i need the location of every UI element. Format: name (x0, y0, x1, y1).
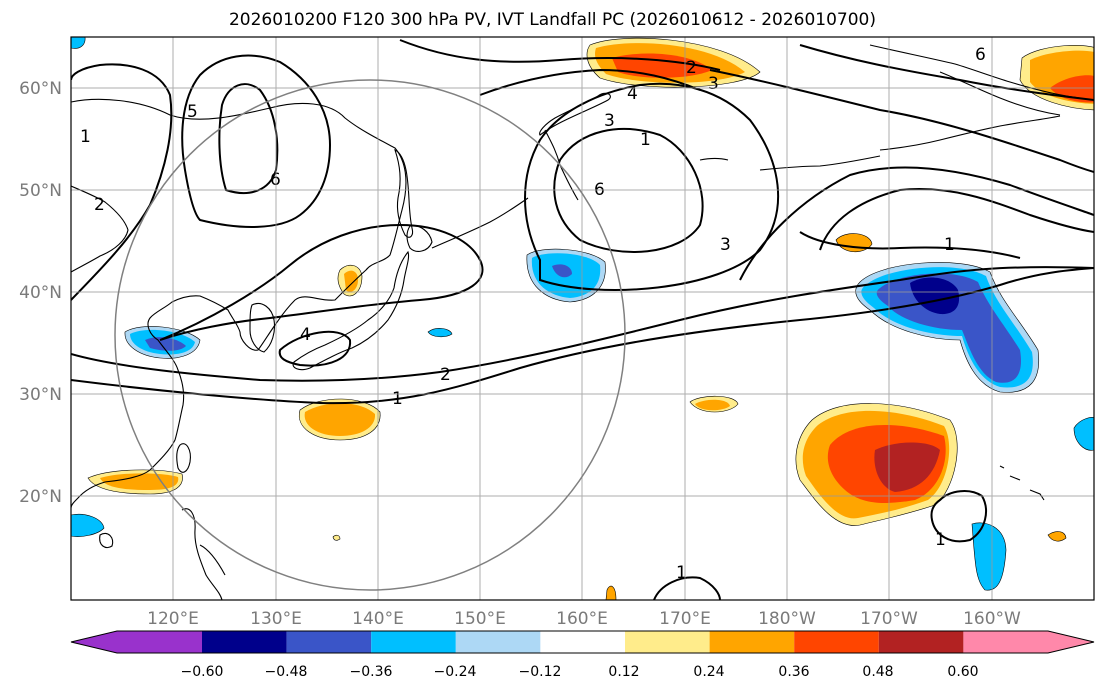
contour-label: 1 (676, 563, 687, 583)
contour-label: 2 (686, 58, 697, 78)
contour-label: 1 (640, 130, 651, 150)
colorbar-segment (794, 631, 879, 653)
coastlines (71, 44, 1094, 600)
contour-label: 1 (392, 389, 403, 409)
colorbar-tick-label: −0.48 (265, 664, 308, 680)
colorbar-tick-label: −0.60 (181, 664, 224, 680)
lon-axis-labels: 120°E 130°E 140°E 150°E 160°E 170°E 180°… (147, 609, 1021, 629)
lat-axis-labels: 60°N 50°N 40°N 30°N 20°N (19, 79, 62, 507)
colorbar-tick-label: 0.60 (947, 664, 978, 680)
range-circle (114, 79, 626, 591)
colorbar-tick-label: −0.36 (350, 664, 393, 680)
lon-tick-label: 160°E (556, 609, 608, 629)
colorbar-segment (625, 631, 710, 653)
contour-label: 1 (944, 235, 955, 255)
colorbar-segment (540, 631, 625, 653)
colorbar-extend-low (71, 631, 117, 653)
lon-tick-label: 150°E (454, 609, 506, 629)
colorbar-outline (70, 630, 1095, 654)
colorbar-segment (455, 631, 541, 653)
contour-label: 4 (627, 84, 638, 104)
colorbar-segment (878, 631, 964, 653)
contour-label: 2 (94, 195, 105, 215)
contour-label: 5 (187, 102, 198, 122)
colorbar-tick-label: 0.12 (608, 664, 639, 680)
contour-label: 3 (604, 111, 615, 131)
colorbar-tick-label: −0.24 (434, 664, 477, 680)
contour-label: 3 (708, 74, 719, 94)
lat-tick-label: 20°N (19, 487, 62, 507)
lon-tick-label: 170°W (860, 609, 918, 629)
map-frame (70, 36, 1095, 601)
contour-label: 3 (720, 235, 731, 255)
lon-tick-label: 140°E (352, 609, 404, 629)
colorbar (70, 630, 1095, 654)
colorbar-segment (963, 631, 1048, 653)
lat-tick-label: 30°N (19, 385, 62, 405)
contour-label: 1 (80, 127, 91, 147)
colorbar-tick-label: 0.24 (693, 664, 724, 680)
lat-tick-label: 60°N (19, 79, 62, 99)
lon-tick-label: 120°E (147, 609, 199, 629)
contour-label: 4 (300, 325, 311, 345)
pv-contours (71, 39, 1094, 600)
lat-tick-label: 40°N (19, 283, 62, 303)
gridlines (71, 37, 1094, 600)
colorbar-segment (709, 631, 795, 653)
colorbar-tick-label: 0.48 (862, 664, 893, 680)
contour-label: 2 (440, 365, 451, 385)
colorbar-tick-label: −0.12 (519, 664, 562, 680)
colorbar-segment (202, 631, 287, 653)
colorbar-labels: −0.60 −0.48 −0.36 −0.24 −0.12 0.12 0.24 … (181, 664, 979, 680)
colorbar-extend-high (1048, 631, 1094, 653)
lat-tick-label: 50°N (19, 181, 62, 201)
lon-tick-label: 130°E (250, 609, 302, 629)
contour-label: 1 (935, 530, 946, 550)
colorbar-tick-label: 0.36 (778, 664, 809, 680)
lon-tick-label: 170°E (659, 609, 711, 629)
colorbar-segment (117, 631, 202, 653)
colorbar-segment (286, 631, 372, 653)
colorbar-segment (371, 631, 456, 653)
shaded-field (71, 37, 1094, 600)
lon-tick-label: 160°W (963, 609, 1021, 629)
lon-tick-label: 180°W (758, 609, 816, 629)
plot-title: 2026010200 F120 300 hPa PV, IVT Landfall… (228, 10, 876, 30)
contour-label: 6 (975, 45, 986, 65)
contour-label: 6 (270, 170, 281, 190)
